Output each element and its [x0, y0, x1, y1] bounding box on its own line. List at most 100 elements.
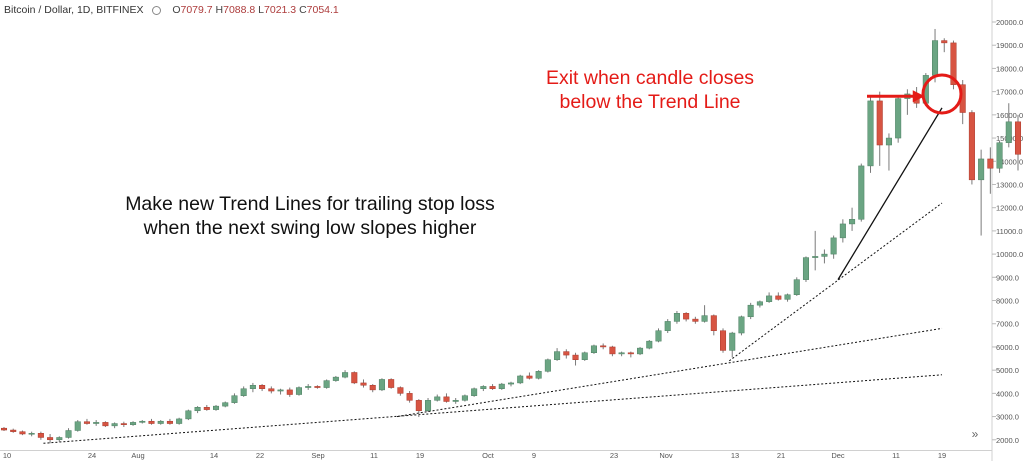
candle-down — [47, 437, 54, 441]
candle-up — [93, 422, 100, 424]
candle-up — [111, 423, 118, 427]
candle-down — [203, 407, 210, 410]
x-tick-label: 19 — [416, 451, 424, 460]
candle-up — [139, 420, 146, 423]
annotation-line-1: Make new Trend Lines for trailing stop l… — [125, 193, 495, 215]
y-tick-label: 13000.0 — [996, 180, 1023, 189]
candle-up — [452, 400, 459, 402]
candle-up — [461, 395, 468, 401]
trend-lines-group — [43, 107, 943, 444]
x-tick-label: 23 — [610, 451, 618, 460]
exit-line-2: below the Trend Line — [559, 91, 741, 113]
exit-line-1: Exit when candle closes — [545, 67, 755, 89]
annotation-marks-group — [867, 73, 963, 115]
candle-up — [784, 294, 791, 300]
candle-up — [65, 430, 72, 438]
candle-up — [839, 223, 846, 239]
scroll-to-realtime-button[interactable]: » — [964, 424, 986, 444]
candle-up — [507, 382, 515, 385]
candle-up — [590, 345, 597, 353]
candle-down — [600, 345, 607, 348]
candle-up — [517, 375, 524, 384]
candle-up — [378, 379, 385, 391]
candle-up — [996, 142, 1003, 169]
candle-down — [259, 384, 266, 389]
candle-up — [176, 418, 183, 424]
candle-up — [895, 98, 902, 139]
exit-annotation: Exit when candle closes below the Trend … — [520, 66, 780, 114]
candle-down — [572, 354, 579, 360]
y-tick-label: 18000.0 — [996, 64, 1023, 73]
candle-down — [941, 40, 948, 44]
candle-up — [277, 389, 284, 392]
x-tick-label: 22 — [256, 451, 264, 460]
candle-up — [535, 371, 542, 379]
candle-up — [74, 421, 81, 431]
candle-down — [286, 389, 293, 395]
candle-down — [83, 421, 90, 424]
y-tick-label: 14000.0 — [996, 157, 1023, 166]
candle-up — [802, 257, 809, 280]
candle-up — [425, 400, 432, 412]
candle-up — [332, 376, 339, 381]
x-tick-label: 10 — [3, 451, 11, 460]
candle-up — [471, 388, 478, 396]
candle-up — [480, 386, 487, 389]
candle-down — [19, 431, 26, 435]
y-tick-label: 5000.0 — [996, 366, 1019, 375]
candle-up — [194, 407, 201, 412]
candle-up — [655, 330, 662, 342]
candle-up — [434, 396, 441, 401]
candle-up — [867, 100, 874, 167]
candle-down — [683, 313, 690, 320]
candle-down — [443, 396, 450, 402]
candle-down — [388, 379, 395, 388]
y-tick-label: 7000.0 — [996, 320, 1019, 329]
y-tick-label: 2000.0 — [996, 436, 1019, 445]
candle-down — [710, 315, 717, 331]
candle-down — [0, 427, 8, 431]
candle-up — [673, 313, 680, 322]
candle-down — [369, 384, 376, 391]
candle-up — [249, 384, 256, 389]
candles-group — [0, 28, 1022, 444]
candle-down — [489, 386, 496, 389]
candle-down — [950, 42, 957, 85]
x-tick-label: 9 — [532, 451, 536, 460]
candle-down — [415, 400, 422, 412]
candle-down — [314, 386, 321, 388]
candle-down — [360, 382, 367, 386]
candle-up — [821, 253, 828, 257]
candle-up — [978, 158, 985, 181]
x-tick-label: 24 — [88, 451, 96, 460]
candle-up — [664, 321, 671, 331]
candle-up — [729, 332, 736, 351]
candle-down — [987, 158, 994, 169]
candle-up — [932, 40, 939, 76]
x-tick-label: 14 — [210, 451, 218, 460]
candle-up — [295, 387, 302, 395]
candle-down — [775, 295, 782, 300]
candle-up — [231, 395, 238, 403]
candle-up — [213, 405, 220, 410]
candle-up — [637, 347, 644, 355]
candle-down — [720, 330, 727, 351]
candle-down — [968, 112, 975, 181]
x-tick-label: Nov — [659, 451, 673, 460]
candle-up — [581, 352, 588, 360]
candle-up — [646, 340, 653, 349]
candle-up — [157, 420, 164, 424]
y-tick-label: 17000.0 — [996, 88, 1023, 97]
y-tick-label: 9000.0 — [996, 273, 1019, 282]
candle-up — [554, 351, 561, 360]
candle-up — [185, 410, 192, 420]
candle-down — [166, 420, 173, 424]
y-tick-label: 11000.0 — [996, 227, 1023, 236]
x-tick-label: 19 — [938, 451, 946, 460]
candle-up — [28, 433, 35, 435]
candle-up — [756, 301, 763, 306]
candle-down — [1014, 121, 1022, 155]
